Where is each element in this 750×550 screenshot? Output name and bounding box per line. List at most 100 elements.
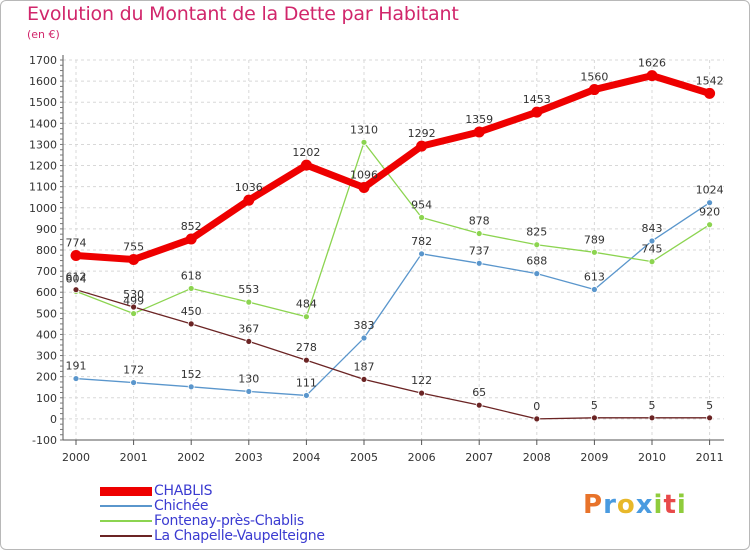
y-tick-label: 300: [36, 350, 57, 363]
legend-swatch: [100, 520, 152, 522]
y-tick-label: 800: [36, 244, 57, 257]
legend-item: La Chapelle-Vaupelteigne: [100, 528, 380, 544]
data-label: 852: [181, 220, 202, 233]
y-tick-label: 200: [36, 371, 57, 384]
x-tick-label: 2008: [523, 451, 551, 464]
data-point: [360, 334, 368, 342]
y-tick-label: 700: [36, 265, 57, 278]
x-tick-label: 2007: [465, 451, 493, 464]
data-point: [473, 126, 485, 138]
x-tick-label: 2001: [120, 451, 148, 464]
data-label: 1036: [235, 181, 263, 194]
data-point: [245, 298, 253, 306]
y-tick-label: 400: [36, 328, 57, 341]
data-label: 789: [584, 233, 605, 246]
chart-title: Evolution du Montant de la Dette par Hab…: [27, 3, 459, 25]
data-label: 782: [411, 235, 432, 248]
data-point: [475, 230, 483, 237]
data-label: 1542: [696, 74, 724, 87]
x-tick-label: 2010: [638, 451, 666, 464]
data-label: 5: [649, 399, 656, 412]
logo-letter: i: [676, 490, 687, 520]
data-label: 172: [123, 364, 144, 377]
data-label: 1292: [408, 127, 436, 140]
data-point: [533, 415, 541, 423]
data-point: [245, 388, 253, 395]
x-tick-label: 2003: [235, 451, 263, 464]
data-label: 122: [411, 374, 432, 387]
data-point: [416, 140, 428, 152]
legend-item: CHABLIS: [100, 483, 380, 499]
data-label: 484: [296, 298, 317, 311]
data-label: 1453: [523, 93, 551, 106]
legend-label: CHABLIS: [154, 483, 213, 499]
data-label: 1560: [580, 71, 608, 84]
data-point: [130, 379, 138, 386]
data-label: 553: [238, 283, 259, 296]
data-label: 755: [123, 241, 144, 254]
data-label: 1024: [696, 184, 724, 197]
data-point: [187, 285, 195, 292]
data-point: [187, 383, 195, 391]
data-point: [646, 70, 658, 82]
logo-letter: t: [663, 490, 677, 520]
y-tick-label: 0: [50, 413, 57, 426]
data-label: 774: [66, 236, 87, 249]
data-label: 688: [526, 255, 547, 268]
data-point: [245, 338, 253, 345]
legend-item: Chichée: [100, 498, 380, 514]
data-label: 1359: [465, 113, 493, 126]
y-tick-label: 1600: [29, 75, 57, 88]
data-label: 278: [296, 341, 317, 354]
y-tick-label: 100: [36, 392, 57, 405]
data-point: [300, 159, 312, 171]
data-label: 187: [354, 360, 375, 373]
data-point: [591, 414, 598, 422]
data-point: [648, 414, 656, 422]
data-point: [187, 320, 195, 328]
data-point: [72, 375, 80, 382]
data-label: 5: [591, 399, 598, 412]
data-point: [130, 310, 138, 317]
series-line: [75, 289, 711, 420]
data-point: [358, 182, 370, 194]
data-label: 613: [584, 270, 605, 283]
chart-unit: (en €): [27, 28, 60, 41]
y-tick-label: 500: [36, 307, 57, 320]
legend-label: Chichée: [154, 498, 209, 514]
data-point: [591, 286, 598, 293]
legend-swatch: [100, 505, 152, 507]
data-label: 499: [123, 295, 144, 308]
logo-letter: r: [603, 490, 617, 520]
data-point: [128, 254, 140, 265]
logo-letter: P: [583, 490, 604, 520]
series-line: [72, 72, 714, 263]
y-tick-label: 1400: [29, 117, 57, 130]
data-point: [418, 250, 426, 258]
y-tick-label: 600: [36, 286, 57, 299]
data-point: [533, 270, 541, 278]
logo-letter: o: [616, 490, 636, 520]
data-point: [533, 241, 541, 249]
x-tick-label: 2011: [696, 451, 724, 464]
data-label: 604: [66, 272, 87, 285]
data-label: 1310: [350, 123, 378, 136]
x-tick-label: 2004: [292, 451, 320, 464]
data-label: 618: [181, 269, 202, 282]
x-tick-label: 2000: [62, 451, 90, 464]
data-label: 1626: [638, 57, 666, 70]
data-point: [706, 199, 713, 207]
y-tick-label: 1700: [29, 54, 57, 67]
data-label: 0: [533, 400, 540, 413]
data-label: 383: [354, 319, 375, 332]
y-tick-label: 1300: [29, 138, 57, 151]
x-tick-label: 2006: [408, 451, 436, 464]
data-label: 191: [66, 360, 87, 373]
data-point: [704, 87, 716, 99]
x-tick-label: 2002: [177, 451, 205, 464]
data-label: 1202: [292, 146, 320, 159]
legend-item: Fontenay-près-Chablis: [100, 513, 380, 529]
data-point: [648, 237, 656, 245]
data-label: 1096: [350, 169, 378, 182]
